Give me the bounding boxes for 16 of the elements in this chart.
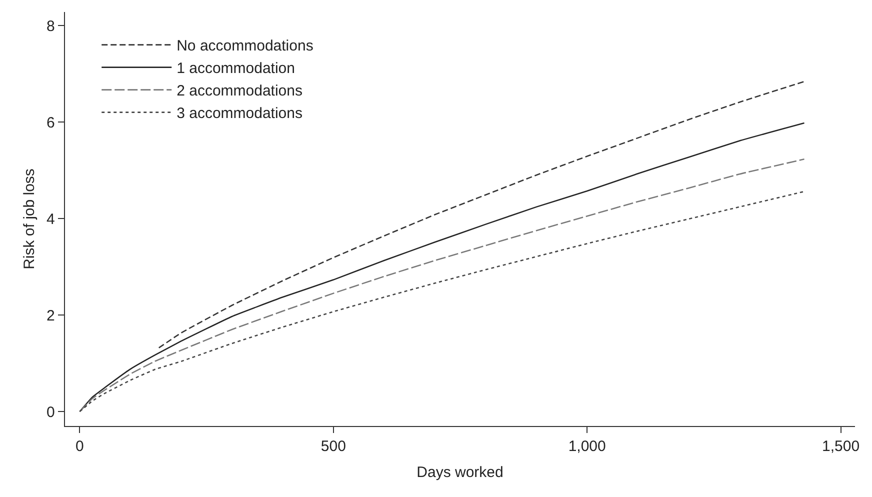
legend-label: 3 accommodations (176, 105, 303, 122)
line-series (158, 80, 805, 348)
legend-label: No accommodations (176, 38, 314, 55)
y-axis-title: Risk of job loss (20, 168, 38, 270)
legend-label: 1 accommodation (176, 60, 296, 78)
y-tick-label: 2 (46, 307, 55, 324)
x-tick-label: 1,000 (568, 438, 606, 456)
legend-label: 2 accommodations (176, 82, 303, 100)
y-tick-label: 8 (46, 18, 55, 35)
y-tick-label: 4 (46, 210, 55, 228)
y-tick-label: 0 (46, 404, 55, 421)
y-tick-label: 6 (46, 114, 55, 132)
x-tick-label: 1,500 (822, 438, 860, 456)
x-tick-label: 500 (320, 438, 346, 456)
x-tick-label: 0 (76, 438, 84, 456)
x-axis-title: Days worked (416, 464, 504, 482)
